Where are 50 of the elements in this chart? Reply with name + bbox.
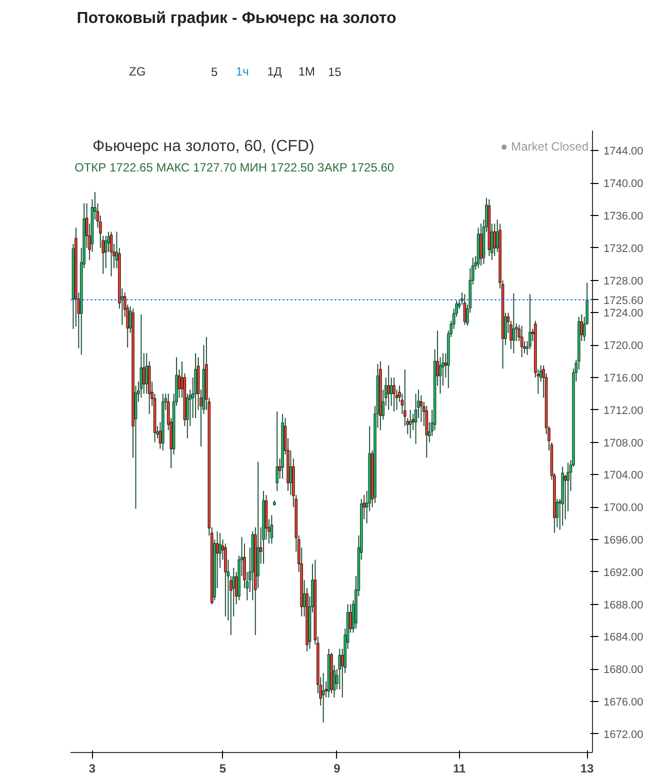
candlestick [387, 364, 390, 410]
annotation: ● Market Closed [500, 140, 589, 154]
candlestick [493, 223, 496, 257]
y-tick-label: 1720.00 [604, 340, 644, 352]
y-tick-label: 1744.00 [604, 146, 644, 158]
candlestick [110, 231, 113, 277]
y-tick-label: 1672.00 [604, 728, 644, 741]
candlestick [414, 393, 418, 444]
y-tick-label: 1684.00 [604, 632, 644, 644]
y-tick-label: 1700.00 [604, 502, 644, 514]
candlestick [186, 393, 189, 439]
chart-title: Потоковый график - Фьючерс на золото [76, 10, 397, 27]
y-tick-label: 1696.00 [604, 534, 644, 546]
y-tick-label: 1732.00 [604, 242, 644, 255]
annotation: ОТКР 1722.65 МАКС 1727.70 МИН 1722.50 ЗАКР 1725.60 [74, 160, 394, 174]
text: 1Д [267, 64, 282, 78]
x-tick-label: 9 [334, 762, 341, 776]
y-tick-label: 1704.00 [604, 470, 644, 482]
text: 1М [298, 64, 316, 78]
text: Фьючерс на золото, 60, (CFD) [92, 138, 314, 155]
y-tick-label: 1688.00 [604, 599, 644, 612]
y-tick-label: 1680.00 [604, 664, 644, 676]
text: 1ч [236, 64, 249, 78]
candlestick [270, 514, 274, 544]
y-tick-label: 1708.00 [604, 437, 644, 450]
x-tick-label: 11 [452, 762, 466, 776]
text: 15 [328, 65, 342, 79]
candlestick [276, 411, 279, 492]
y-tick-label: 1740.00 [604, 178, 644, 190]
candlestick [322, 672, 325, 724]
y-tick-label: 1676.00 [604, 696, 644, 708]
text: 5 [210, 65, 218, 79]
y-tick-label: 1736.00 [604, 210, 644, 223]
text: ZG [129, 64, 146, 78]
y-tick-label: 1728.00 [604, 275, 644, 288]
x-tick-label: 3 [88, 762, 96, 776]
x-tick-label: 5 [219, 762, 226, 776]
x-tick-label: 13 [580, 762, 594, 776]
ref-line-label: 1725.60 [604, 294, 644, 307]
y-tick-label: 1724.00 [604, 308, 644, 320]
candlestick [520, 325, 524, 358]
candlestick [392, 377, 396, 412]
candlestick [438, 356, 442, 394]
candlestick [104, 235, 108, 269]
y-tick-label: 1712.00 [604, 404, 644, 417]
candlestick [408, 409, 412, 439]
candlestick [512, 292, 516, 354]
candlestick [145, 352, 148, 394]
y-tick-label: 1692.00 [604, 566, 644, 579]
y-tick-label: 1716.00 [604, 372, 644, 385]
